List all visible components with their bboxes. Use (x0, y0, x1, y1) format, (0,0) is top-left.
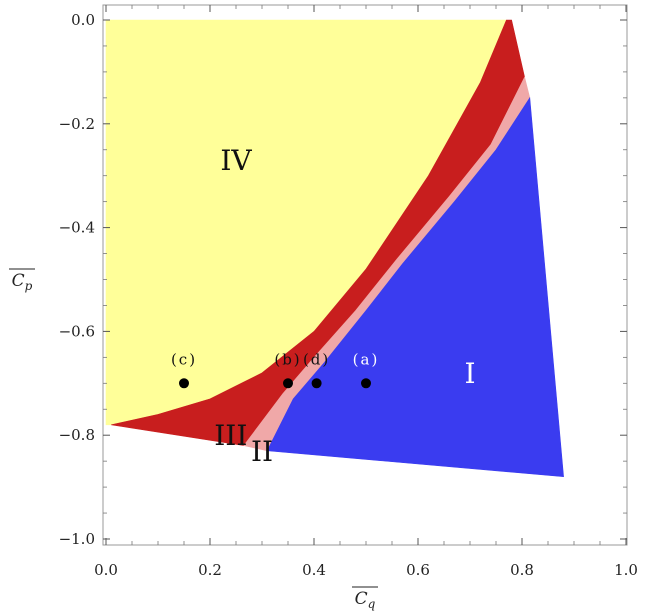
y-tick-label: −0.6 (59, 322, 95, 340)
x-tick-label: 0.4 (302, 561, 326, 579)
y-tick-label: −0.2 (59, 115, 95, 133)
y-tick-label: −0.8 (59, 426, 95, 444)
x-tick-label: 0.0 (94, 561, 118, 579)
point-label-a: (a) (353, 350, 380, 368)
data-point-d (312, 378, 322, 388)
regions-layer (106, 20, 564, 477)
data-point-a (361, 378, 371, 388)
x-tick-label: 0.2 (198, 561, 222, 579)
y-axis-label: Cp (12, 271, 33, 293)
region-label-IV: IV (220, 144, 252, 177)
data-point-b (283, 378, 293, 388)
x-tick-label: 0.8 (510, 561, 534, 579)
region-label-II: II (251, 435, 273, 468)
point-label-b: (b) (274, 350, 301, 368)
region-label-III: III (214, 419, 247, 452)
x-tick-label: 1.0 (614, 561, 638, 579)
x-tick-label: 0.6 (406, 561, 430, 579)
point-label-d: (d) (303, 350, 330, 368)
x-axis-label: Cq (355, 589, 376, 611)
region-label-I: I (464, 357, 475, 390)
y-tick-label: −0.4 (59, 219, 95, 237)
y-tick-label: 0.0 (71, 11, 95, 29)
point-label-c: (c) (171, 350, 197, 368)
y-tick-label: −1.0 (59, 530, 95, 548)
data-point-c (179, 378, 189, 388)
